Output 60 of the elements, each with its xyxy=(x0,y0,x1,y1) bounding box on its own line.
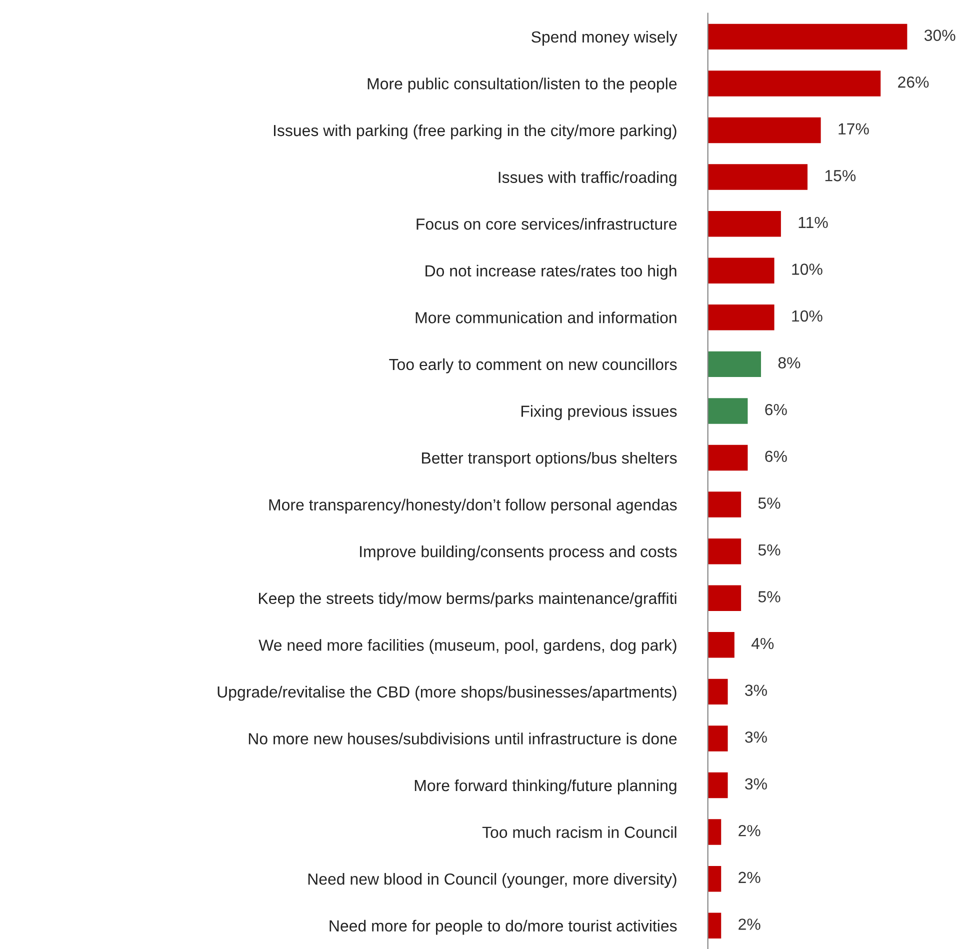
bar xyxy=(708,70,881,96)
data-label: 3% xyxy=(745,684,767,696)
y-tick-label: Upgrade/revitalise the CBD (more shops/businesses/apartments) xyxy=(218,686,676,701)
data-label: 2% xyxy=(738,918,760,930)
data-label: 10% xyxy=(792,264,822,275)
y-tick-label: We need more facilities (museum, pool, gardens, dog park) xyxy=(258,639,676,654)
y-tick-label: Issues with parking (free parking in the city/more parking) xyxy=(274,124,676,140)
data-label: 6% xyxy=(765,450,787,462)
bar xyxy=(708,632,734,658)
y-tick-label: Spend money wisely xyxy=(532,30,678,46)
data-label: 26% xyxy=(898,76,929,88)
data-label: 2% xyxy=(738,872,760,884)
data-label: 5% xyxy=(758,544,780,556)
bar xyxy=(708,258,774,284)
bar xyxy=(708,164,808,190)
y-tick-label: Too early to comment on new councillors xyxy=(389,358,677,374)
y-tick-label: Do not increase rates/rates too high xyxy=(426,264,676,280)
data-label: 11% xyxy=(798,216,828,228)
data-label: 5% xyxy=(758,498,780,509)
bar xyxy=(708,444,748,471)
y-tick-label: Issues with traffic/roading xyxy=(498,171,676,186)
y-tick-label: No more new houses/subdivisions until infrastructure is done xyxy=(248,732,677,744)
y-tick-label: Too much racism in Council xyxy=(482,826,676,838)
bar xyxy=(708,304,774,330)
data-label: 3% xyxy=(745,778,767,790)
bar xyxy=(708,117,821,144)
data-label: 8% xyxy=(778,357,800,368)
bar xyxy=(708,492,742,518)
y-tick-label: Keep the streets tidy/mow berms/parks maintenance/graffiti xyxy=(259,592,676,608)
y-tick-label: Better transport options/bus shelters xyxy=(422,452,677,467)
data-label: 4% xyxy=(751,638,774,650)
data-label: 17% xyxy=(838,123,869,134)
bar xyxy=(708,585,742,611)
bar xyxy=(708,351,762,378)
y-tick-label: More transparency/honesty/don’t follow personal agendas xyxy=(269,498,677,514)
bar xyxy=(708,24,908,50)
y-tick-label: Improve building/consents process and costs xyxy=(360,546,677,560)
y-tick-label: More communication and information xyxy=(416,312,676,324)
bar xyxy=(708,866,722,892)
data-label: 2% xyxy=(738,825,760,836)
y-tick-label: Need new blood in Council (younger, more diversity) xyxy=(308,873,676,888)
bar xyxy=(708,538,742,564)
bar xyxy=(708,210,781,237)
data-label: 3% xyxy=(745,731,767,743)
bar xyxy=(708,772,728,798)
y-tick-label: Focus on core services/infrastructure xyxy=(416,218,677,230)
bar xyxy=(708,726,728,752)
bar xyxy=(708,398,748,424)
bar xyxy=(708,819,722,845)
y-tick-label: More forward thinking/future planning xyxy=(414,779,676,794)
data-label: 30% xyxy=(924,30,956,41)
data-label: 15% xyxy=(825,170,856,182)
data-label: 5% xyxy=(758,591,780,602)
bar xyxy=(708,678,728,705)
y-tick-label: Need more for people to do/more tourist activities xyxy=(330,920,677,935)
data-label: 10% xyxy=(792,310,822,322)
bar xyxy=(708,912,722,938)
data-label: 6% xyxy=(765,404,787,416)
y-tick-label: More public consultation/listen to the people xyxy=(368,78,677,93)
y-tick-label: Fixing previous issues xyxy=(521,405,677,420)
